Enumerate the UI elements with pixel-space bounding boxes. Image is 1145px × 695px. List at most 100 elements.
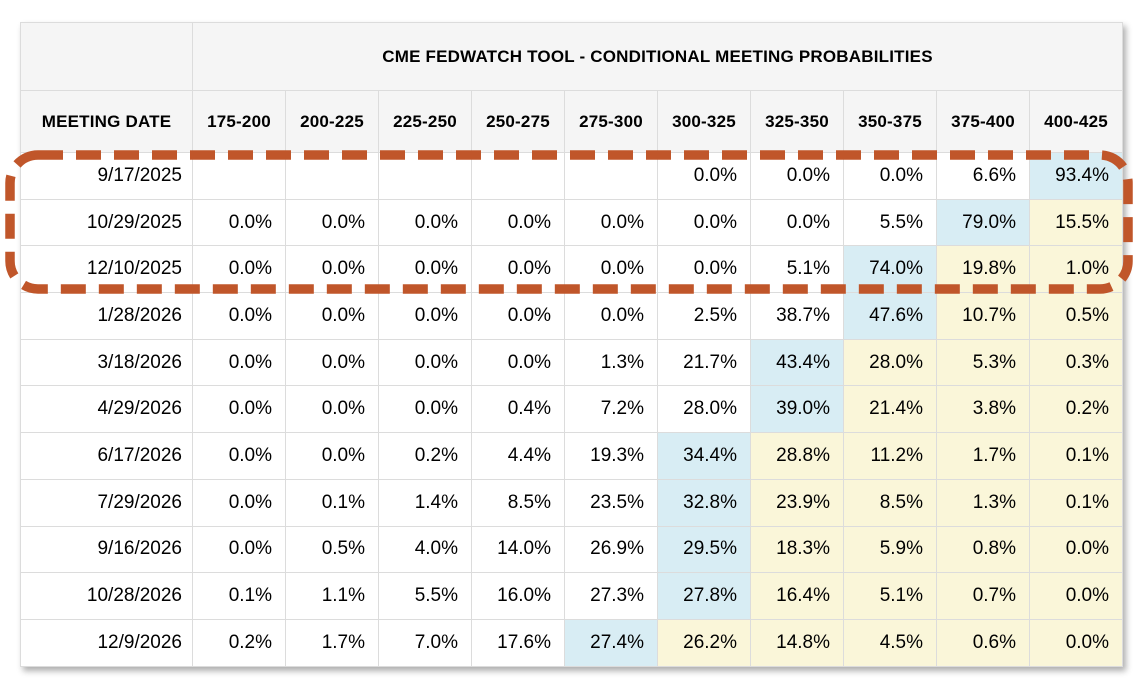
rate-range-header: 225-250: [378, 90, 472, 153]
table-row: 12/9/2026 0.2% 1.7% 7.0% 17.6% 27.4% 26.2% 14.8…: [20, 618, 1123, 667]
table-body: 9/17/2025 0.0% 0.0% 0.0% 6.6% 93.4% 10/29/2025…: [20, 152, 1123, 667]
probability-cell: 21.4%: [843, 385, 937, 434]
probability-cell: 7.0%: [378, 618, 472, 667]
probabilities-table: CME FEDWATCH TOOL - CONDITIONAL MEETING …: [20, 22, 1123, 667]
rate-range-header: 275-300: [564, 90, 658, 153]
title-row: CME FEDWATCH TOOL - CONDITIONAL MEETING …: [20, 22, 1123, 91]
probability-cell: 0.0%: [192, 338, 286, 387]
probability-cell: 28.8%: [750, 432, 844, 480]
meeting-date-cell: 9/17/2025: [20, 152, 193, 200]
probability-cell: 0.0%: [750, 152, 844, 200]
meeting-date-cell: 10/28/2026: [20, 572, 193, 620]
probability-cell: 19.3%: [564, 432, 658, 480]
probability-cell: 0.0%: [843, 152, 937, 200]
probability-cell: 0.0%: [564, 245, 658, 294]
rate-range-header: 300-325: [657, 90, 751, 153]
probability-cell: 0.0%: [285, 292, 379, 340]
probability-cell: 0.0%: [378, 292, 472, 340]
table-row: 9/17/2025 0.0% 0.0% 0.0% 6.6% 93.4%: [20, 152, 1123, 200]
probability-cell: 26.9%: [564, 525, 658, 574]
probability-cell: 0.0%: [1029, 618, 1123, 667]
probability-cell: 28.0%: [657, 385, 751, 434]
table-title: CME FEDWATCH TOOL - CONDITIONAL MEETING …: [192, 22, 1123, 91]
probability-cell: 1.7%: [285, 618, 379, 667]
probability-cell: 0.0%: [564, 292, 658, 340]
probability-cell: [471, 152, 565, 200]
probability-cell: 0.0%: [378, 385, 472, 434]
probability-cell: 5.1%: [750, 245, 844, 294]
probability-cell: 23.9%: [750, 478, 844, 527]
probability-cell: 47.6%: [843, 292, 937, 340]
probability-cell: 0.0%: [657, 245, 751, 294]
table-row: 6/17/2026 0.0% 0.0% 0.2% 4.4% 19.3% 34.4% 28.8%…: [20, 432, 1123, 480]
probability-cell: 0.7%: [936, 572, 1030, 620]
meeting-date-cell: 12/10/2025: [20, 245, 193, 294]
probability-cell: 5.9%: [843, 525, 937, 574]
probability-cell: [564, 152, 658, 200]
probability-cell: 21.7%: [657, 338, 751, 387]
probability-cell: 17.6%: [471, 618, 565, 667]
probability-cell: 0.1%: [192, 572, 286, 620]
probability-cell: 5.5%: [843, 198, 937, 247]
probability-cell: 0.0%: [378, 245, 472, 294]
probability-cell: 27.8%: [657, 572, 751, 620]
table-row: 12/10/2025 0.0% 0.0% 0.0% 0.0% 0.0% 0.0% 5.1% 74…: [20, 245, 1123, 294]
table-row: 7/29/2026 0.0% 0.1% 1.4% 8.5% 23.5% 32.8% 23.9%…: [20, 478, 1123, 527]
probability-cell: [285, 152, 379, 200]
probability-cell: 38.7%: [750, 292, 844, 340]
probability-cell: 43.4%: [750, 338, 844, 387]
probability-cell: 0.0%: [657, 198, 751, 247]
probability-cell: 2.5%: [657, 292, 751, 340]
rate-range-header: 175-200: [192, 90, 286, 153]
probability-cell: 16.0%: [471, 572, 565, 620]
probability-cell: 1.7%: [936, 432, 1030, 480]
meeting-date-cell: 7/29/2026: [20, 478, 193, 527]
probability-cell: 0.2%: [192, 618, 286, 667]
probability-cell: 0.0%: [471, 245, 565, 294]
probability-cell: 0.8%: [936, 525, 1030, 574]
probability-cell: 0.0%: [657, 152, 751, 200]
probability-cell: 0.0%: [285, 432, 379, 480]
table-row: 10/28/2026 0.1% 1.1% 5.5% 16.0% 27.3% 27.8% 16.…: [20, 572, 1123, 620]
probability-cell: 3.8%: [936, 385, 1030, 434]
probability-cell: 0.2%: [378, 432, 472, 480]
probability-cell: 0.3%: [1029, 338, 1123, 387]
probability-cell: 19.8%: [936, 245, 1030, 294]
probability-cell: 0.0%: [471, 338, 565, 387]
probability-cell: 14.0%: [471, 525, 565, 574]
probability-cell: 28.0%: [843, 338, 937, 387]
rate-range-header: 325-350: [750, 90, 844, 153]
meeting-date-cell: 1/28/2026: [20, 292, 193, 340]
probability-cell: 0.1%: [1029, 478, 1123, 527]
probability-cell: 1.0%: [1029, 245, 1123, 294]
probability-cell: 27.4%: [564, 618, 658, 667]
table-row: 9/16/2026 0.0% 0.5% 4.0% 14.0% 26.9% 29.5% 18.3…: [20, 525, 1123, 574]
probability-cell: 0.1%: [285, 478, 379, 527]
rate-range-header: 375-400: [936, 90, 1030, 153]
probability-cell: 0.0%: [192, 478, 286, 527]
probability-cell: 0.0%: [285, 198, 379, 247]
corner-cell: [20, 22, 193, 91]
probability-cell: 0.0%: [192, 245, 286, 294]
probability-cell: 4.5%: [843, 618, 937, 667]
probability-cell: 4.0%: [378, 525, 472, 574]
probability-cell: 0.0%: [192, 292, 286, 340]
probability-cell: 4.4%: [471, 432, 565, 480]
probability-cell: 5.3%: [936, 338, 1030, 387]
probability-cell: 32.8%: [657, 478, 751, 527]
column-header-row: MEETING DATE 175-200 200-225 225-250 250-27…: [20, 90, 1123, 153]
probability-cell: [192, 152, 286, 200]
rate-range-header: 200-225: [285, 90, 379, 153]
probability-cell: 34.4%: [657, 432, 751, 480]
probability-cell: 1.4%: [378, 478, 472, 527]
probability-cell: 93.4%: [1029, 152, 1123, 200]
probability-cell: 0.0%: [192, 432, 286, 480]
probability-cell: 74.0%: [843, 245, 937, 294]
probability-cell: 0.0%: [285, 245, 379, 294]
probability-cell: 27.3%: [564, 572, 658, 620]
probability-cell: 0.0%: [192, 525, 286, 574]
rate-range-header: 400-425: [1029, 90, 1123, 153]
probability-cell: 0.0%: [285, 338, 379, 387]
probability-cell: 6.6%: [936, 152, 1030, 200]
